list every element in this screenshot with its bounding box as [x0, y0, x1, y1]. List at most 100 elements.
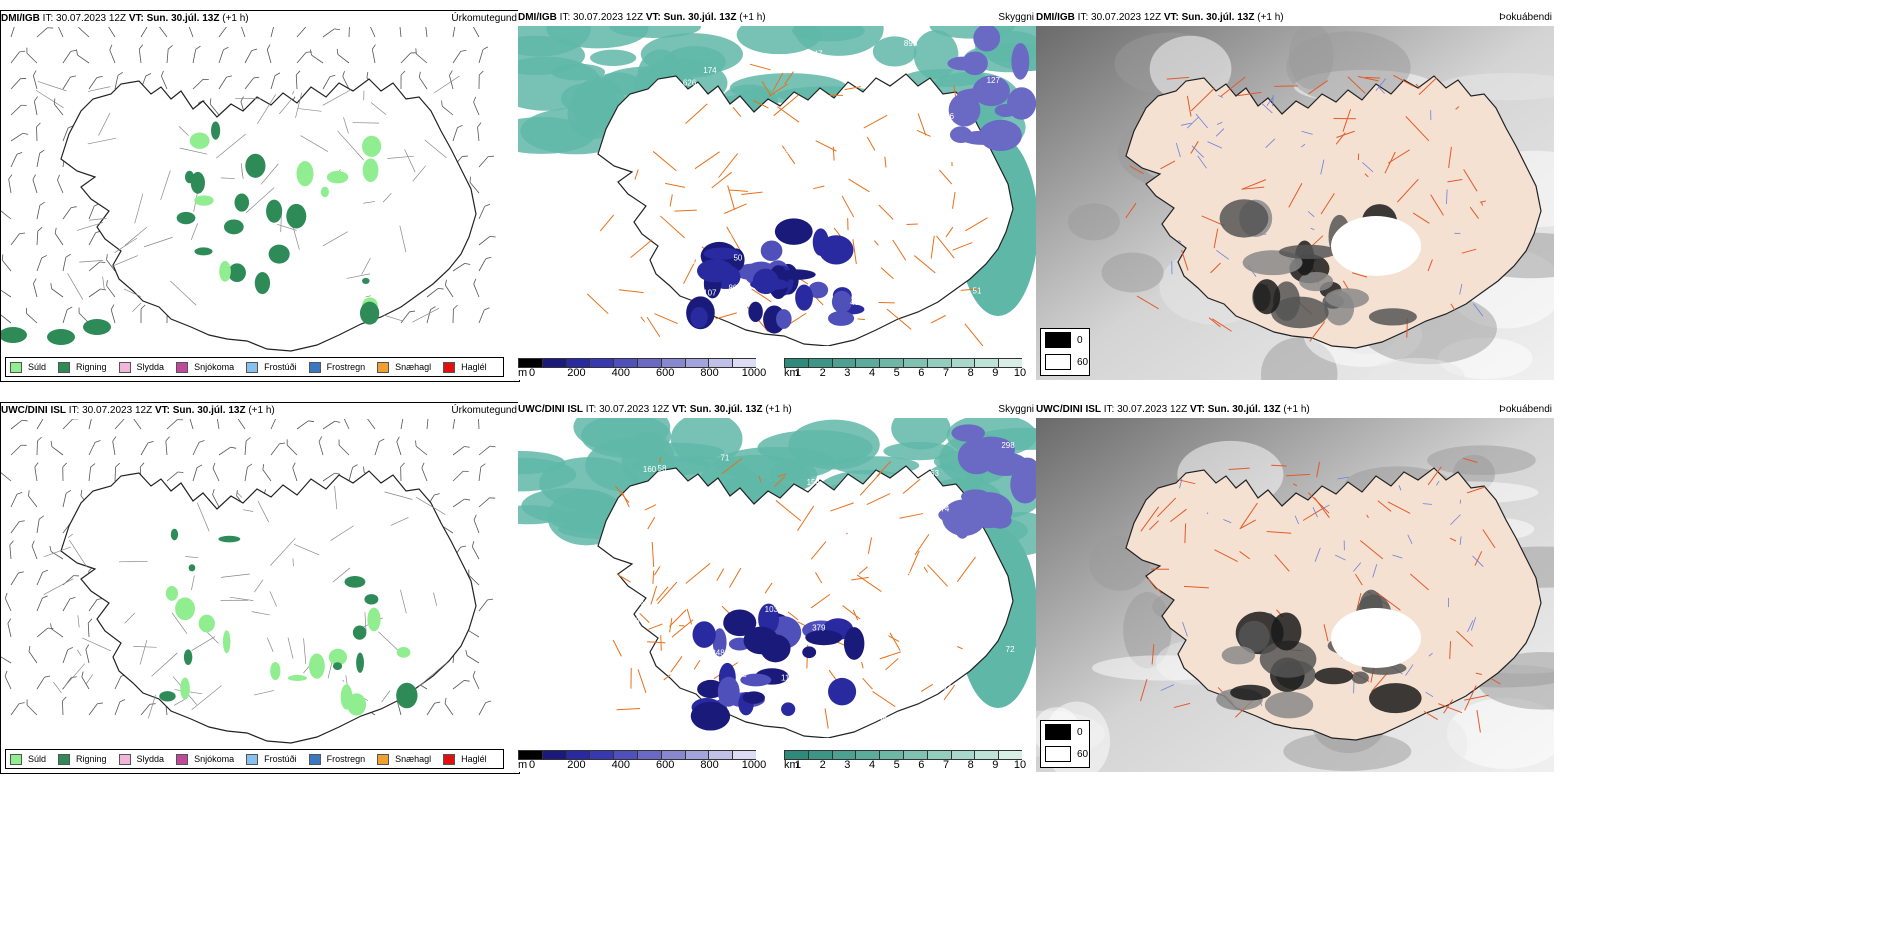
road-line — [659, 457, 662, 463]
wind-barb — [10, 132, 29, 142]
road-line — [1412, 212, 1430, 224]
road-line — [254, 579, 264, 593]
fog-area — [1283, 731, 1412, 772]
wind-barb — [270, 419, 278, 430]
road-line — [134, 193, 144, 224]
road-line — [1376, 592, 1401, 611]
legend-swatch — [118, 753, 131, 765]
road-line — [216, 133, 246, 159]
wind-barb — [88, 440, 101, 456]
cloud-ceiling-area — [758, 603, 780, 635]
precip-blob — [268, 244, 290, 264]
road-line — [433, 75, 460, 94]
road-line — [1140, 506, 1160, 532]
wind-barb — [166, 419, 184, 430]
low-visibility-area — [794, 26, 884, 56]
legend-swatch — [308, 753, 321, 765]
panel-title: Úrkomutegund — [451, 13, 517, 24]
wind-barb — [236, 419, 246, 430]
road-line — [1354, 573, 1363, 586]
road-line — [917, 113, 927, 136]
wind-barb — [7, 618, 12, 638]
river-line — [1182, 621, 1188, 637]
model-name: DMI/IGB — [1036, 12, 1075, 23]
road-line — [647, 641, 666, 644]
river-line — [1459, 283, 1463, 295]
road-line — [343, 117, 349, 134]
road-line — [663, 674, 671, 681]
wind-barb — [10, 78, 27, 90]
ceiling-value-label: 56 — [891, 534, 900, 543]
road-line — [872, 691, 896, 708]
colorbar-tick: 5 — [893, 759, 900, 771]
road-line — [637, 669, 647, 694]
road-line — [260, 163, 279, 185]
road-line — [923, 566, 929, 573]
road-line — [1213, 228, 1219, 249]
precip-map — [1, 419, 496, 749]
wind-barb — [53, 98, 64, 116]
cloud-ceiling-area — [748, 301, 763, 323]
road-line — [1183, 585, 1209, 589]
river-line — [1436, 480, 1440, 486]
colorbar-segment — [998, 750, 1022, 760]
road-line — [1237, 91, 1262, 97]
wind-barb — [452, 124, 463, 142]
legend-label: Haglél — [461, 362, 487, 372]
wind-barb — [62, 75, 77, 90]
wind-barb — [192, 464, 203, 482]
wind-barb — [1, 655, 12, 664]
fog-area — [1101, 252, 1164, 293]
river-line — [1266, 97, 1274, 106]
it-value: 30.07.2023 12Z — [1117, 404, 1188, 415]
road-line — [381, 690, 391, 703]
ceiling-value-label: 112 — [659, 564, 672, 573]
legend-item: Frostúði — [246, 361, 297, 373]
precip-blob — [83, 319, 111, 335]
road-line — [1464, 694, 1489, 701]
river-line — [1218, 95, 1224, 98]
river-line — [1467, 620, 1474, 632]
road-line — [775, 500, 802, 522]
colorbar-segment — [613, 750, 637, 760]
road-line — [936, 235, 955, 259]
road-line — [1393, 74, 1414, 87]
wind-barb — [471, 541, 480, 560]
river-line — [1215, 128, 1225, 137]
wind-barb — [468, 569, 480, 586]
colorbar-tick: 6 — [918, 759, 925, 771]
cloud-ceiling-area — [717, 676, 740, 707]
wind-barb — [318, 436, 324, 456]
precip-blob — [165, 585, 179, 601]
road-line — [1438, 703, 1463, 714]
road-line — [726, 226, 742, 252]
precip-blob — [367, 607, 381, 632]
wind-barb — [62, 575, 80, 586]
road-line — [1212, 318, 1232, 332]
cloud-ceiling-area — [781, 702, 796, 716]
river-line — [1310, 227, 1315, 231]
road-line — [399, 225, 407, 253]
fog-area — [1278, 244, 1338, 260]
iceland-outline — [598, 466, 1013, 738]
road-line — [652, 570, 655, 584]
road-line — [671, 619, 694, 638]
ceiling-value-label: 174 — [703, 66, 717, 75]
road-line — [270, 537, 296, 566]
road-line — [67, 533, 73, 538]
river-line — [1195, 113, 1208, 129]
road-line — [1469, 206, 1479, 219]
fog-area — [1259, 640, 1317, 678]
road-line — [1239, 519, 1257, 530]
colorbar-tick: 0 — [528, 759, 536, 771]
road-line — [1479, 200, 1486, 203]
ceiling-value-label: 255 — [660, 573, 674, 582]
precip-blob — [326, 170, 349, 184]
wind-barb — [469, 176, 480, 194]
road-line — [37, 81, 67, 92]
wind-barb — [478, 203, 491, 220]
ceiling-value-label: 80 — [728, 284, 737, 293]
road-line — [1336, 130, 1355, 138]
road-line — [1449, 641, 1452, 660]
ceiling-value-label: 81 — [640, 102, 649, 111]
